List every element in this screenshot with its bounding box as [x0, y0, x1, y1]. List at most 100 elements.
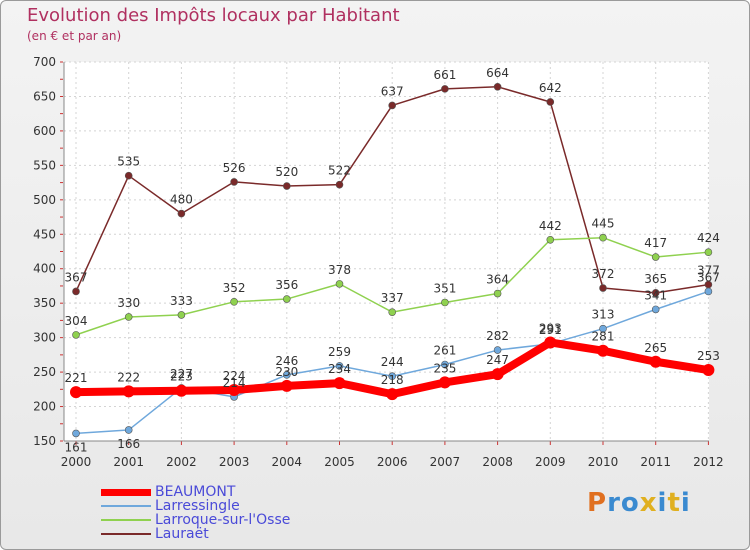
data-label: 218: [381, 373, 404, 387]
data-label: 246: [275, 354, 298, 368]
data-label: 259: [328, 345, 351, 359]
x-tick-label: 2008: [482, 455, 513, 469]
data-label: 642: [539, 81, 562, 95]
data-point: [122, 385, 135, 398]
x-tick-label: 2006: [377, 455, 408, 469]
data-point: [70, 386, 82, 399]
data-point: [704, 248, 713, 256]
x-tick-label: 2004: [272, 455, 303, 469]
legend-label: Larroque-sur-l'Osse: [155, 512, 291, 528]
data-label: 261: [433, 344, 456, 358]
data-point: [441, 85, 449, 93]
data-point: [335, 362, 344, 370]
data-point: [388, 308, 397, 316]
data-point: [493, 289, 502, 298]
y-tick-label: 600: [33, 124, 56, 138]
data-label: 661: [433, 68, 456, 82]
data-point: [230, 178, 238, 186]
legend-swatch: [101, 505, 151, 507]
data-label: 365: [644, 272, 667, 286]
data-label: 313: [592, 308, 615, 322]
data-point: [124, 171, 133, 180]
data-label: 221: [65, 371, 88, 385]
data-label: 637: [381, 84, 404, 98]
data-point: [282, 182, 291, 190]
data-point: [280, 379, 293, 392]
data-label: 281: [592, 330, 615, 344]
data-label: 161: [65, 440, 88, 454]
y-tick-label: 700: [33, 55, 56, 69]
chart-subtitle: (en € et par an): [27, 29, 122, 43]
data-point: [177, 209, 186, 218]
data-point: [228, 384, 241, 397]
proxiti-logo: Proxiti: [587, 488, 691, 518]
legend-swatch: [101, 488, 151, 496]
legend-swatch: [101, 519, 151, 521]
data-label: 341: [644, 288, 667, 302]
data-point: [441, 298, 449, 307]
data-point: [72, 429, 80, 438]
y-tick-label: 350: [33, 296, 56, 310]
data-point: [599, 324, 607, 333]
data-label: 230: [275, 365, 298, 379]
data-point: [386, 388, 399, 401]
data-label: 442: [539, 219, 562, 233]
data-label: 372: [592, 267, 615, 281]
data-label: 352: [223, 281, 246, 295]
data-point: [599, 284, 607, 292]
data-label: 526: [223, 161, 246, 175]
y-tick-label: 650: [33, 89, 56, 103]
y-tick-label: 150: [33, 434, 56, 448]
data-label: 223: [170, 370, 193, 384]
data-label: 520: [275, 165, 298, 179]
x-tick-label: 2009: [535, 455, 566, 469]
data-point: [177, 311, 186, 319]
data-label: 480: [170, 193, 193, 207]
data-point: [282, 295, 291, 303]
data-point: [491, 368, 504, 381]
data-point: [651, 289, 660, 297]
legend-swatch: [101, 533, 151, 535]
data-point: [333, 377, 346, 390]
y-tick-label: 250: [33, 365, 56, 379]
data-label: 333: [170, 294, 193, 308]
data-label: 351: [433, 281, 456, 295]
x-tick-label: 2005: [324, 455, 355, 469]
y-tick-label: 500: [33, 193, 56, 207]
data-point: [546, 235, 555, 244]
data-label: 244: [381, 355, 404, 369]
x-tick-label: 2003: [219, 455, 250, 469]
data-label: 424: [697, 231, 720, 245]
data-label: 445: [592, 217, 615, 231]
data-point: [175, 384, 188, 397]
data-point: [282, 371, 291, 379]
data-point: [230, 298, 238, 306]
y-tick-label: 550: [33, 158, 56, 172]
data-label: 522: [328, 164, 351, 178]
data-label: 235: [433, 361, 456, 375]
data-label: 214: [223, 376, 246, 390]
data-label: 234: [328, 362, 351, 376]
data-point: [544, 336, 557, 349]
data-label: 227: [170, 367, 193, 381]
data-point: [441, 360, 449, 369]
data-label: 166: [117, 437, 140, 451]
data-point: [388, 372, 397, 381]
y-tick-label: 400: [33, 262, 56, 276]
data-point: [388, 101, 397, 110]
data-label: 367: [697, 270, 720, 284]
data-point: [493, 346, 502, 354]
data-label: 417: [644, 236, 667, 250]
data-label: 330: [117, 296, 140, 310]
chart-title: Evolution des Impôts locaux par Habitant: [27, 5, 400, 26]
data-point: [651, 253, 660, 261]
data-label: 535: [117, 155, 140, 169]
data-point: [124, 313, 133, 321]
legend-label: Lauraët: [155, 526, 209, 542]
data-point: [72, 331, 80, 339]
data-label: 293: [539, 321, 562, 335]
data-point: [438, 376, 451, 389]
data-point: [72, 287, 80, 296]
